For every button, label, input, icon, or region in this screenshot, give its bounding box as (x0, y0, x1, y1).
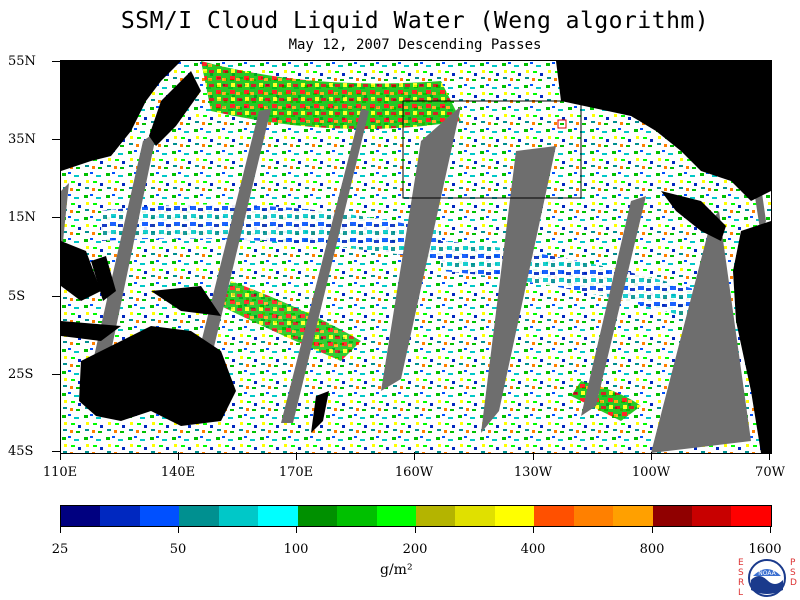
colorbar-units: g/m² (380, 562, 413, 578)
colorbar-tick (296, 526, 297, 533)
lat-label-45s: 45S (8, 444, 34, 459)
colorbar-segment (61, 506, 101, 526)
colorbar-tick (770, 526, 771, 533)
colorbar-label-50: 50 (169, 542, 187, 557)
colorbar-segment (652, 506, 692, 526)
colorbar-tick (652, 526, 653, 533)
lon-tick (296, 452, 297, 460)
colorbar-segment (139, 506, 180, 526)
colorbar-segment (337, 506, 377, 526)
north-america-landmass (556, 61, 771, 201)
lat-label-5s: 5S (8, 289, 26, 304)
land-masses (61, 61, 771, 453)
australia-landmass (79, 326, 236, 426)
lon-label-110e: 110E (42, 465, 78, 480)
colorbar-label-800: 800 (639, 542, 665, 557)
colorbar (60, 505, 772, 527)
colorbar-segment (573, 506, 614, 526)
colorbar-label-400: 400 (520, 542, 546, 557)
lat-tick (52, 296, 60, 297)
station-marker (557, 119, 567, 129)
lat-label-15n: 15N (8, 210, 36, 225)
colorbar-segment (100, 506, 140, 526)
colorbar-segment (455, 506, 495, 526)
colorbar-segment (258, 506, 298, 526)
cloud-band-sw (221, 281, 361, 361)
missing-swaths (61, 106, 766, 453)
lat-label-35n: 35N (8, 132, 36, 147)
map-title: SSM/I Cloud Liquid Water (Weng algorithm… (120, 8, 710, 34)
colorbar-segment (415, 506, 456, 526)
lon-tick (651, 452, 652, 460)
lon-label-130w: 130W (513, 465, 553, 480)
lat-tick (52, 61, 60, 62)
lon-label-100w: 100W (631, 465, 671, 480)
map-subtitle: May 12, 2007 Descending Passes (288, 37, 542, 53)
map-canvas (61, 61, 771, 453)
lon-tick (414, 452, 415, 460)
colorbar-segment (218, 506, 259, 526)
colorbar-label-100: 100 (283, 542, 309, 557)
colorbar-tick (415, 526, 416, 533)
colorbar-segment (297, 506, 338, 526)
region-box (402, 100, 582, 199)
svg-text:NOAA: NOAA (758, 570, 776, 577)
colorbar-tick (178, 526, 179, 533)
noaa-emblem-icon: NOAA (748, 559, 786, 597)
lat-tick (52, 139, 60, 140)
south-america-landmass (733, 221, 771, 453)
colorbar-segment (692, 506, 732, 526)
lon-tick (60, 452, 61, 460)
colorbar-label-200: 200 (402, 542, 428, 557)
colorbar-tick (60, 526, 61, 533)
lat-tick (52, 217, 60, 218)
asia-landmass (61, 61, 181, 171)
lon-tick (533, 452, 534, 460)
lon-label-160w: 160W (394, 465, 434, 480)
lat-tick (52, 451, 60, 452)
colorbar-segment (534, 506, 574, 526)
map-frame (60, 60, 772, 454)
lon-label-70w: 70W (755, 465, 785, 480)
colorbar-segment (179, 506, 219, 526)
colorbar-label-25: 25 (51, 542, 69, 557)
lon-label-170e: 170E (278, 465, 314, 480)
colorbar-segment (494, 506, 535, 526)
swath-gap-1 (61, 183, 69, 261)
lat-label-25s: 25S (8, 367, 34, 382)
lat-label-55n: 55N (8, 54, 36, 69)
lat-tick (52, 374, 60, 375)
colorbar-label-1600: 1600 (748, 542, 782, 557)
lon-tick (178, 452, 179, 460)
cloud-band-itcz (101, 204, 441, 261)
colorbar-segment (613, 506, 653, 526)
colorbar-segment (731, 506, 771, 526)
lon-tick (769, 452, 770, 460)
colorbar-tick (533, 526, 534, 533)
lon-label-140e: 140E (160, 465, 196, 480)
colorbar-segment (376, 506, 416, 526)
